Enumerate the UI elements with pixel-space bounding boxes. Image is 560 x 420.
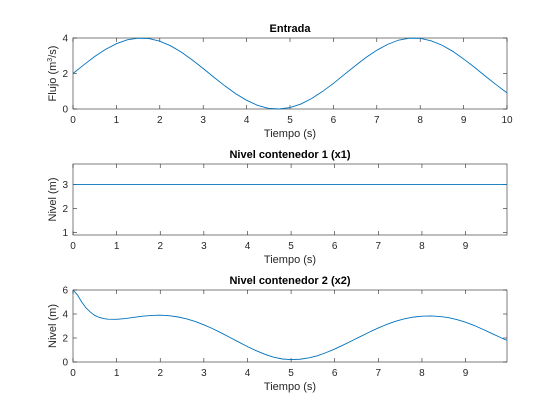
axes-box [72, 289, 508, 363]
y-axis-label-suffix: /s) [47, 46, 59, 58]
subplot-3: Nivel contenedor 2 (x2) 0 1 2 3 4 5 6 7 8 9 0 2 4 6 Tie… [47, 275, 508, 393]
x-tick-label: 0 [70, 115, 76, 126]
x-tick-label: 6 [332, 241, 338, 252]
axes-box [72, 37, 508, 110]
x-tick-label: 8 [419, 368, 425, 379]
subplot-1: Entrada 0 1 2 3 4 5 6 7 8 9 10 0 2 4 Tiempo (s) Flujo (m… [47, 23, 513, 140]
x-tick-label: 8 [419, 241, 425, 252]
y-tick-label: 2 [62, 334, 68, 345]
x-tick-label: 9 [463, 241, 469, 252]
x-axis-label: Tiempo (s) [264, 254, 316, 266]
subplot-2: Nivel contenedor 1 (x1)0 1 2 3 4 5 6 7 8 9123Tiem… [47, 149, 508, 266]
y-tick-label: 1 [62, 228, 68, 239]
chart-title: Entrada [270, 23, 312, 35]
x-tick-label: 9 [461, 115, 467, 126]
x-tick-label: 5 [288, 368, 294, 379]
x-tick-label: 2 [157, 115, 163, 126]
x-tick-label: 10 [501, 115, 513, 126]
y-axis-label: Nivel (m) [47, 304, 59, 348]
x-tick-label: 4 [245, 368, 251, 379]
x-tick-label: 3 [201, 368, 207, 379]
x-axis-label: Tiempo (s) [264, 381, 316, 393]
x-tick-label: 2 [157, 241, 163, 252]
x-tick-label: 4 [245, 241, 251, 252]
x-tick-label: 6 [332, 368, 338, 379]
y-tick-label: 0 [62, 105, 68, 116]
y-axis-label: Nivel (m) [47, 178, 59, 222]
x-tick-label: 4 [244, 115, 250, 126]
x-tick-label: 5 [288, 241, 294, 252]
x-tick-label: 6 [331, 115, 337, 126]
x-tick-label: 2 [157, 368, 163, 379]
y-axis-label-superscript: 3 [47, 58, 54, 62]
x-tick-label: 7 [376, 368, 382, 379]
x-tick-label: 5 [287, 115, 293, 126]
x-tick-label: 3 [200, 115, 206, 126]
x-tick-label: 7 [374, 115, 380, 126]
x-tick-label: 7 [376, 241, 382, 252]
y-tick-label: 4 [62, 34, 68, 45]
y-tick-label: 2 [62, 69, 68, 80]
y-axis-label: Flujo (m3/s) [47, 46, 59, 102]
x-tick-label: 0 [70, 368, 76, 379]
y-tick-label: 6 [62, 286, 68, 297]
chart-title: Nivel contenedor 2 (x2) [229, 275, 350, 287]
x-tick-label: 3 [201, 241, 207, 252]
series-line-1 [72, 37, 508, 110]
y-tick-label: 3 [62, 180, 68, 191]
x-tick-label: 9 [463, 368, 469, 379]
series-line-1 [72, 289, 508, 361]
x-tick-label: 1 [114, 115, 120, 126]
chart-title: Nivel contenedor 1 (x1) [229, 149, 350, 161]
x-tick-label: 1 [114, 241, 120, 252]
axes-box [72, 163, 508, 236]
y-axis-label-prefix: Flujo (m [47, 62, 59, 102]
y-tick-label: 4 [62, 310, 68, 321]
x-tick-label: 0 [70, 241, 76, 252]
x-axis-label: Tiempo (s) [264, 128, 316, 140]
y-tick-label: 0 [62, 358, 68, 369]
x-tick-label: 1 [114, 368, 120, 379]
y-tick-label: 2 [62, 204, 68, 215]
x-tick-label: 8 [417, 115, 423, 126]
